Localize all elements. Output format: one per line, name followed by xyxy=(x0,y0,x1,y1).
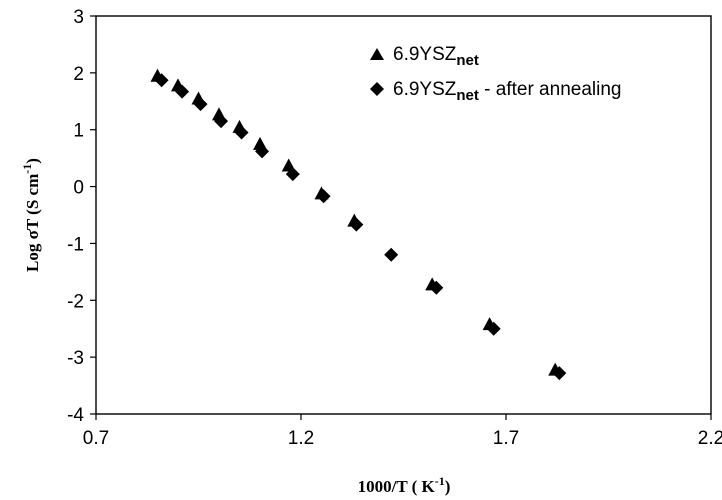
x-tick-label: 1.2 xyxy=(288,428,314,449)
legend-triangle-marker xyxy=(370,48,384,60)
x-tick-label: 2.2 xyxy=(698,428,722,449)
y-tick-label: 3 xyxy=(73,7,84,28)
diamond-data-point xyxy=(429,280,444,295)
legend-diamond-marker xyxy=(370,82,384,96)
diamond-data-point xyxy=(154,73,169,88)
legend: 6.9YSZnet 6.9YSZnet - after annealing xyxy=(370,44,621,104)
x-axis-title: 1000/T ( K-1) xyxy=(358,474,451,496)
x-axis-title-superscript: -1 xyxy=(435,474,445,488)
legend-label-2: 6.9YSZnet - after annealing xyxy=(393,79,621,104)
diamond-data-point xyxy=(234,125,249,140)
y-tick-label: -4 xyxy=(67,405,84,426)
plot-area-frame xyxy=(95,15,712,415)
y-tick-label: -1 xyxy=(67,234,84,255)
y-tick-label: -3 xyxy=(67,348,84,369)
diamond-data-point xyxy=(316,189,331,204)
diamond-data-point xyxy=(285,167,300,182)
legend-entry-1: 6.9YSZnet xyxy=(370,44,479,69)
x-tick-label: 0.7 xyxy=(83,428,109,449)
diamond-data-point xyxy=(349,217,364,232)
diamond-data-point xyxy=(384,247,399,262)
y-tick-label: -2 xyxy=(67,291,84,312)
legend-label-1: 6.9YSZnet xyxy=(393,44,479,69)
y-axis-title-superscript: -1 xyxy=(20,164,34,174)
ticks-layer: -4 -3 -2 -1 0 1 2 3 0.7 1.2 1.7 2.2 xyxy=(67,7,722,449)
diamond-data-point xyxy=(214,114,229,129)
diamond-data-point xyxy=(175,84,190,99)
diamond-data-point xyxy=(255,144,270,159)
y-axis-title: Log σT (S cm-1) xyxy=(20,158,42,272)
y-tick-label: 1 xyxy=(73,121,84,142)
markers-layer xyxy=(150,68,567,381)
y-tick-label: 0 xyxy=(73,178,84,199)
legend-entry-2: 6.9YSZnet - after annealing xyxy=(370,79,621,104)
diamond-data-point xyxy=(193,97,208,112)
diamond-data-point xyxy=(552,366,567,381)
diamond-data-point xyxy=(486,321,501,336)
y-tick-label: 2 xyxy=(73,64,84,85)
x-tick-label: 1.7 xyxy=(493,428,519,449)
